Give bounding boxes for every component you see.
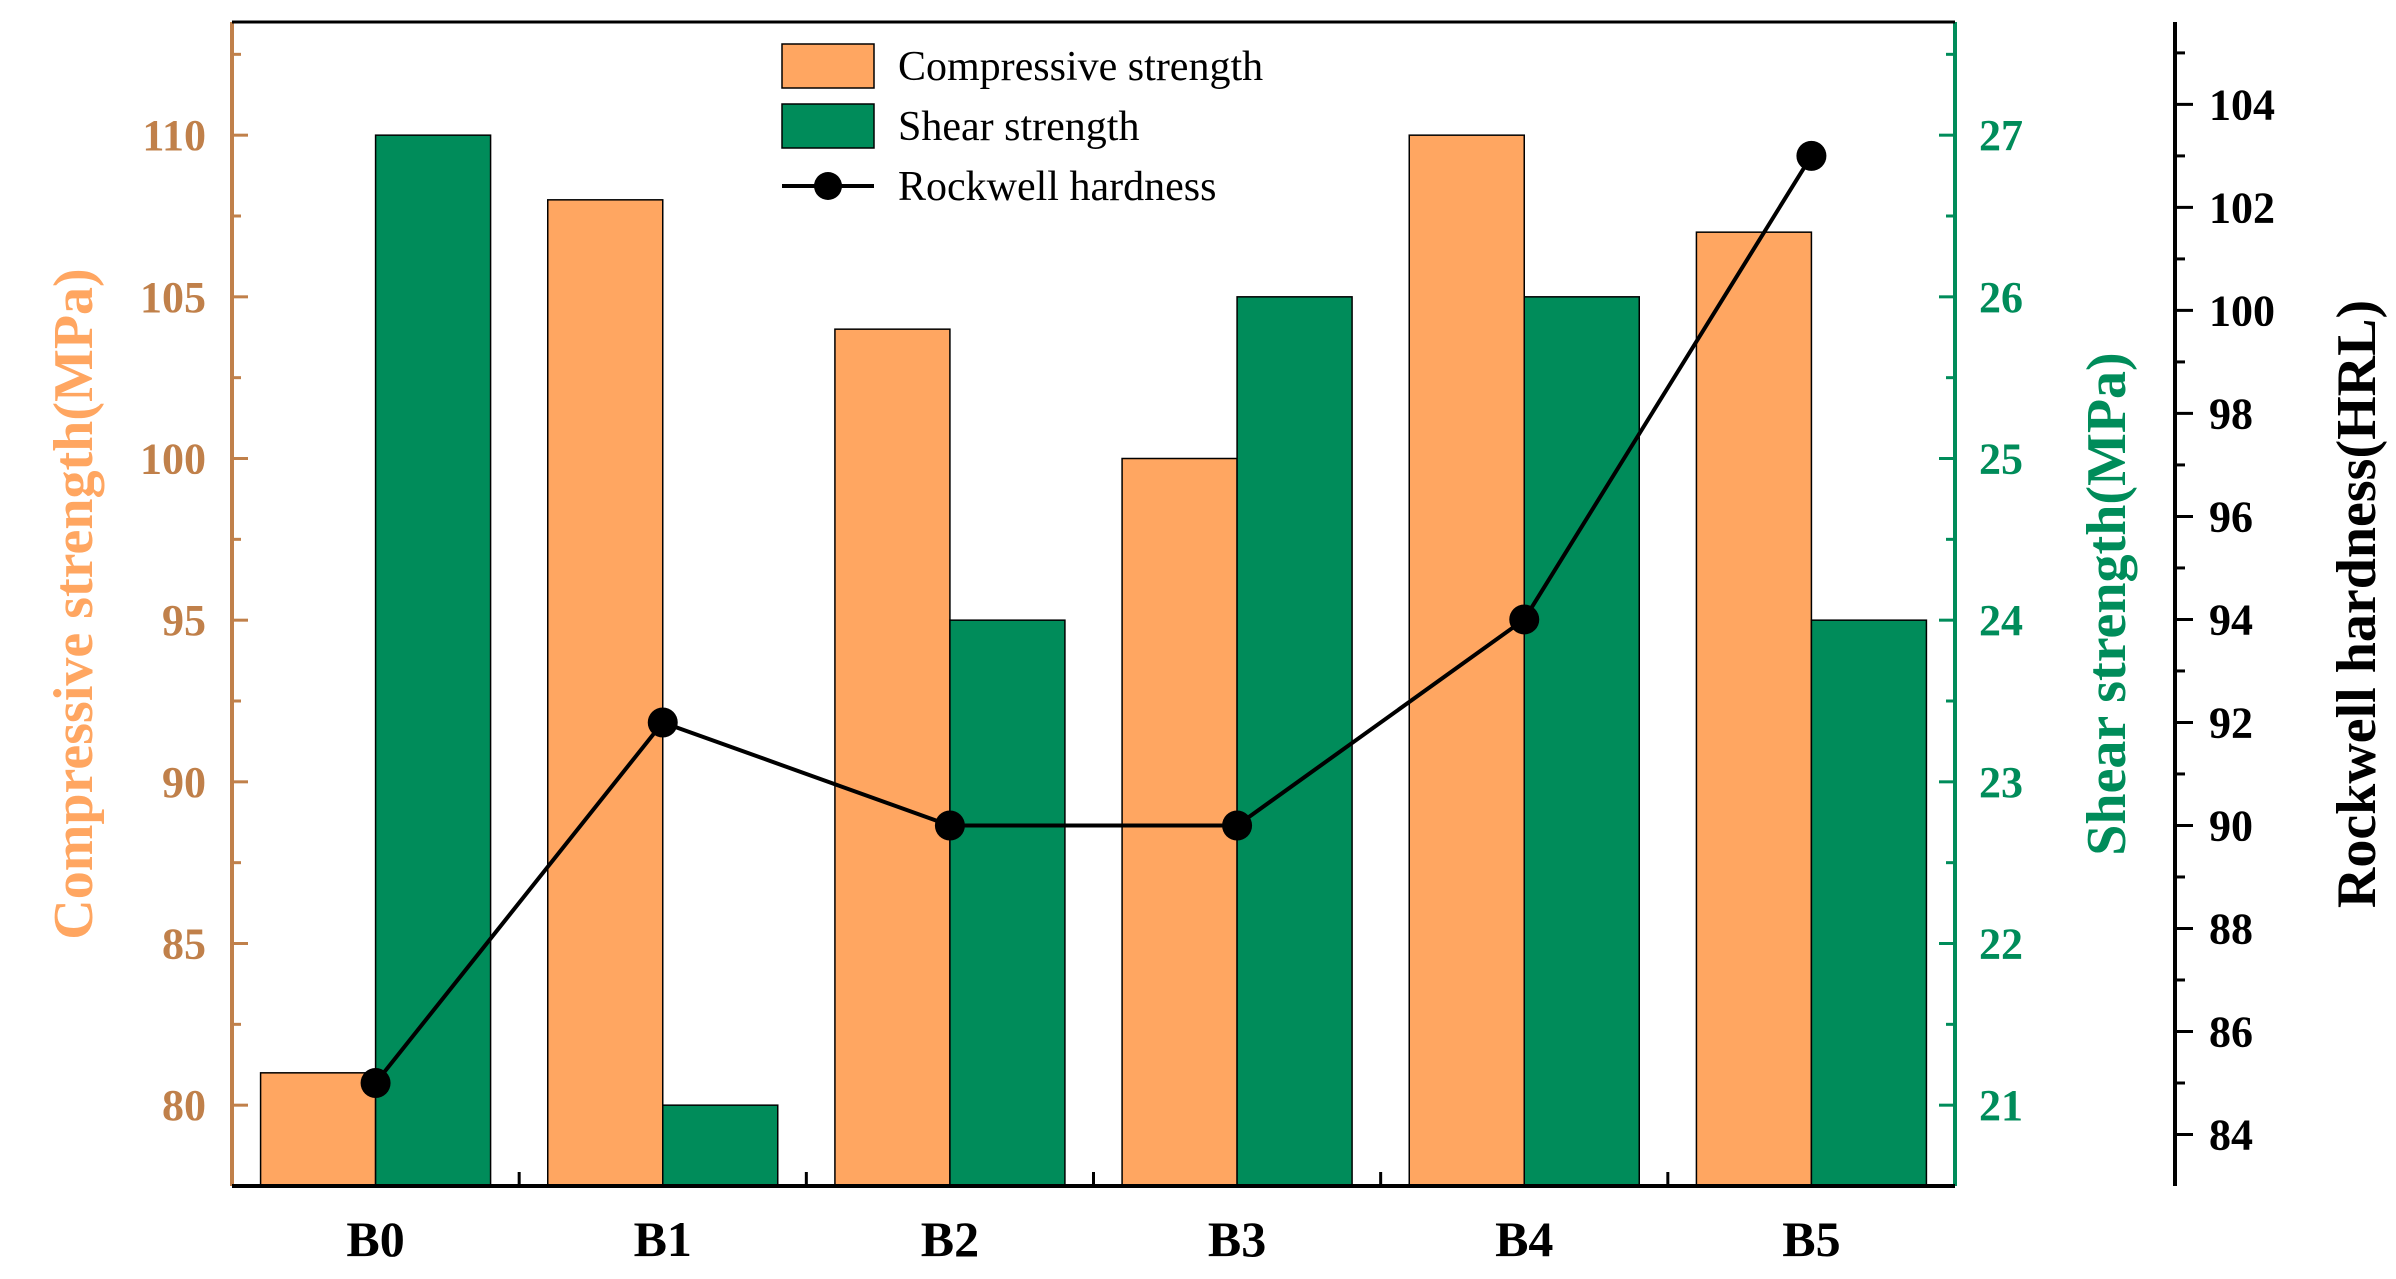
right2-axis-title: Rockwell hardness(HRL) bbox=[2326, 300, 2388, 908]
axes-layer: B0 B1 B2 B3 B4 B5 80 85 90 95 100 105 110 21 22 23 24 25 2… bbox=[43, 20, 2388, 1267]
bar-layer bbox=[259, 134, 1928, 1187]
right1-tick-label: 23 bbox=[1979, 758, 2023, 807]
left-tick-label: 110 bbox=[142, 111, 206, 160]
right2-tick-label: 94 bbox=[2209, 595, 2253, 644]
bar-shear-B5 bbox=[1810, 619, 1928, 1187]
bar-compressive-B0 bbox=[259, 1072, 377, 1187]
bar-shear-B2 bbox=[949, 619, 1066, 1187]
line-layer bbox=[360, 140, 1827, 1098]
bar-compressive-B1 bbox=[547, 199, 664, 1187]
legend-marker bbox=[814, 172, 842, 200]
bar-shear-B3 bbox=[1236, 296, 1353, 1187]
legend-label-0: Compressive strength bbox=[898, 44, 1263, 90]
left-tick-label: 105 bbox=[140, 273, 206, 322]
x-tick-label: B0 bbox=[346, 1211, 404, 1267]
right2-tick-label: 96 bbox=[2209, 492, 2253, 541]
right2-tick-label: 102 bbox=[2209, 183, 2275, 232]
legend-label-2: Rockwell hardness bbox=[898, 164, 1216, 210]
bar-compressive-B2 bbox=[834, 328, 951, 1187]
point-rockwell-B5 bbox=[1796, 140, 1827, 171]
left-axis-title: Compressive strength(MPa) bbox=[43, 268, 105, 939]
x-tick-label: B3 bbox=[1208, 1211, 1266, 1267]
right2-tick-label: 100 bbox=[2209, 286, 2275, 335]
right2-tick-label: 104 bbox=[2209, 80, 2275, 129]
right2-tick-label: 92 bbox=[2209, 698, 2253, 747]
legend-swatch-1 bbox=[781, 103, 875, 149]
right2-tick-label: 98 bbox=[2209, 389, 2253, 438]
right1-axis-title: Shear strength(MPa) bbox=[2076, 352, 2138, 855]
right1-tick-label: 21 bbox=[1979, 1081, 2023, 1130]
right1-tick-label: 27 bbox=[1979, 111, 2023, 160]
point-rockwell-B3 bbox=[1222, 810, 1253, 841]
point-rockwell-B4 bbox=[1509, 604, 1540, 635]
right2-tick-label: 88 bbox=[2209, 904, 2253, 953]
right2-tick-label: 90 bbox=[2209, 801, 2253, 850]
bar-compressive-B5 bbox=[1695, 231, 1813, 1187]
point-rockwell-B1 bbox=[647, 707, 678, 738]
bar-shear-B1 bbox=[662, 1104, 779, 1187]
line-rockwell-hardness bbox=[374, 154, 1814, 1085]
left-tick-label: 95 bbox=[162, 596, 206, 645]
legend-label-1: Shear strength bbox=[898, 104, 1139, 150]
right1-tick-label: 24 bbox=[1979, 596, 2023, 645]
x-tick-label: B1 bbox=[634, 1211, 692, 1267]
left-tick-label: 90 bbox=[162, 758, 206, 807]
right1-tick-label: 25 bbox=[1979, 435, 2023, 484]
legend-swatch-0 bbox=[781, 43, 875, 89]
x-tick-label: B5 bbox=[1782, 1211, 1840, 1267]
bar-shear-B4 bbox=[1523, 296, 1640, 1187]
x-tick-label: B2 bbox=[921, 1211, 979, 1267]
left-tick-label: 100 bbox=[140, 435, 206, 484]
left-tick-label: 80 bbox=[162, 1081, 206, 1130]
x-tick-label: B4 bbox=[1495, 1211, 1553, 1267]
legend: Compressive strength Shear strength Rockwe… bbox=[781, 43, 1263, 210]
bar-compressive-B3 bbox=[1121, 457, 1238, 1187]
point-rockwell-B0 bbox=[360, 1067, 391, 1098]
right1-tick-label: 22 bbox=[1979, 920, 2023, 969]
right1-tick-label: 26 bbox=[1979, 273, 2023, 322]
right2-tick-label: 86 bbox=[2209, 1007, 2253, 1056]
point-rockwell-B2 bbox=[934, 810, 965, 841]
right2-tick-label: 84 bbox=[2209, 1110, 2253, 1159]
bar-shear-B0 bbox=[374, 134, 492, 1187]
left-tick-label: 85 bbox=[162, 920, 206, 969]
